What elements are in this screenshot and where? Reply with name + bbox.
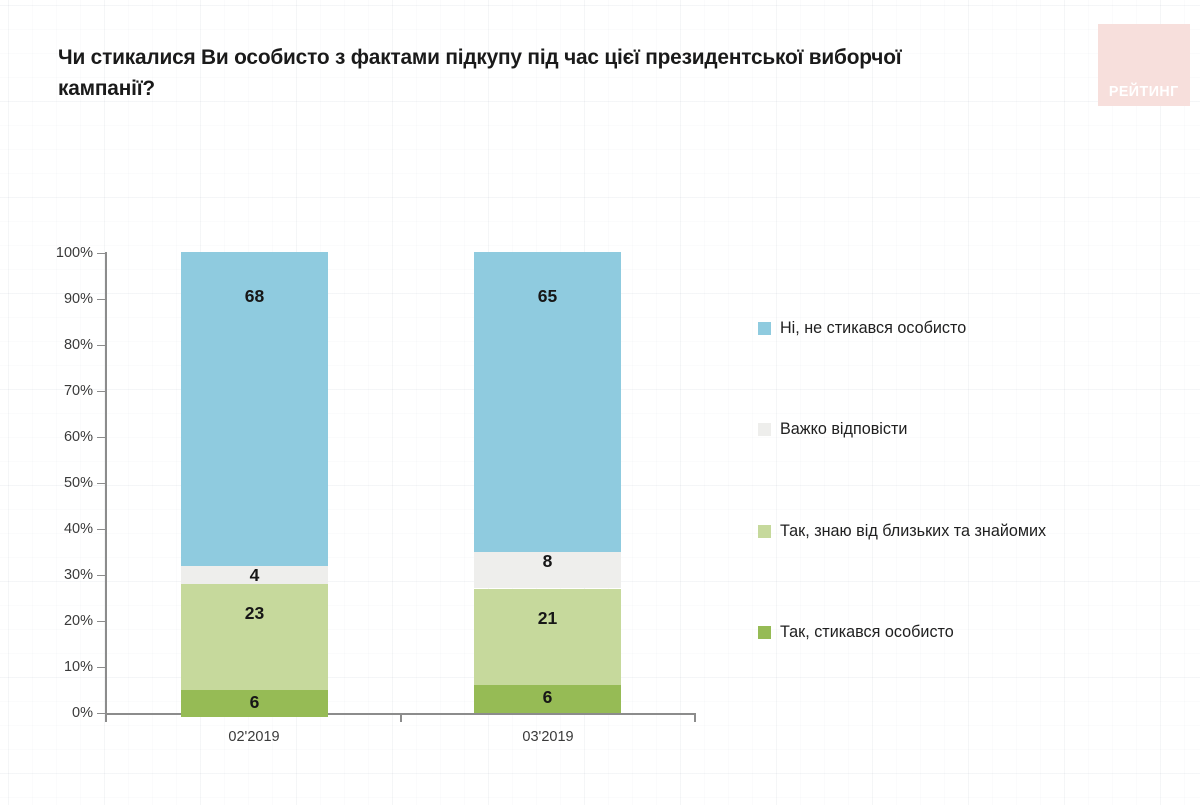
legend-item-label: Важко відповісти bbox=[780, 420, 908, 438]
bar-segment-no-not-personally[interactable]: 68 bbox=[181, 252, 328, 566]
bar-segment-hard-to-answer[interactable]: 8 bbox=[474, 550, 621, 589]
x-axis-tick-start bbox=[105, 713, 107, 722]
x-axis-label-02-2019: 02'2019 bbox=[228, 729, 280, 745]
bar-segment-hard-to-answer[interactable]: 4 bbox=[181, 564, 328, 585]
y-axis-label-30: 30% bbox=[63, 567, 93, 583]
bar-group-02-2019: 68 4 23 6 bbox=[181, 252, 328, 718]
bar-value-label: 6 bbox=[542, 687, 553, 708]
y-axis-label-10: 10% bbox=[63, 659, 93, 675]
y-axis-label-0: 0% bbox=[72, 705, 93, 721]
x-axis-tick-mid bbox=[400, 713, 402, 722]
bar-value-label: 8 bbox=[542, 550, 553, 571]
bar-segment-yes-personally[interactable]: 6 bbox=[181, 689, 328, 718]
y-axis-label-50: 50% bbox=[63, 475, 93, 491]
bar-value-label: 4 bbox=[249, 564, 260, 585]
y-axis-tick bbox=[97, 253, 106, 254]
y-axis-tick bbox=[97, 345, 106, 346]
y-axis-tick bbox=[97, 713, 106, 714]
y-axis-line bbox=[105, 252, 107, 714]
chart-title: Чи стикалися Ви особисто з фактами підку… bbox=[58, 45, 902, 100]
y-axis-label-70: 70% bbox=[63, 383, 93, 399]
y-axis-tick bbox=[97, 391, 106, 392]
legend-item-know-from-relatives[interactable]: Так, знаю від близьких та знайомих bbox=[758, 523, 1052, 540]
y-axis-tick bbox=[97, 483, 106, 484]
y-axis-tick bbox=[97, 667, 106, 668]
y-axis-tick bbox=[97, 529, 106, 530]
bar-value-label: 68 bbox=[244, 286, 265, 306]
legend-item-yes-personally[interactable]: Так, стикався особисто bbox=[758, 624, 957, 641]
bar-segment-know-from-relatives[interactable]: 21 bbox=[474, 588, 621, 686]
legend-swatch-icon bbox=[758, 321, 771, 335]
legend-swatch-icon bbox=[758, 625, 771, 639]
bar-value-label: 23 bbox=[244, 602, 265, 623]
legend-item-hard-to-answer[interactable]: Важко відповісти bbox=[758, 421, 910, 438]
legend-item-label: Так, знаю від близьких та знайомих bbox=[780, 522, 1047, 540]
y-axis-tick bbox=[97, 575, 106, 576]
x-axis-label-03-2019: 03'2019 bbox=[522, 729, 574, 745]
legend-item-label: Так, стикався особисто bbox=[780, 623, 954, 641]
bar-segment-yes-personally[interactable]: 6 bbox=[474, 685, 621, 713]
logo-text: РЕЙТИНГ bbox=[1109, 83, 1179, 100]
y-axis-label-100: 100% bbox=[55, 245, 93, 261]
legend-swatch-icon bbox=[758, 422, 771, 436]
y-axis-label-40: 40% bbox=[63, 521, 93, 537]
legend-swatch-icon bbox=[758, 524, 771, 538]
y-axis-tick bbox=[97, 437, 106, 438]
bar-value-label: 65 bbox=[537, 286, 558, 306]
y-axis-label-90: 90% bbox=[63, 291, 93, 307]
y-axis-label-80: 80% bbox=[63, 337, 93, 353]
x-axis-tick-end bbox=[694, 713, 696, 722]
y-axis-tick bbox=[97, 621, 106, 622]
bar-segment-know-from-relatives[interactable]: 23 bbox=[181, 583, 328, 690]
y-axis-label-20: 20% bbox=[63, 613, 93, 629]
chart-legend: Ні, не стикався особисто Важко відповіст… bbox=[758, 252, 1178, 714]
y-axis-label-60: 60% bbox=[63, 429, 93, 445]
legend-item-label: Ні, не стикався особисто bbox=[780, 319, 967, 337]
bar-value-label: 6 bbox=[249, 691, 260, 712]
y-axis-tick bbox=[97, 299, 106, 300]
rating-logo-watermark: РЕЙТИНГ bbox=[1098, 24, 1190, 106]
legend-item-no-not-personally[interactable]: Ні, не стикався особисто bbox=[758, 320, 970, 337]
bar-value-label: 21 bbox=[537, 607, 558, 628]
bar-segment-no-not-personally[interactable]: 65 bbox=[474, 252, 621, 552]
bar-group-03-2019: 65 8 21 6 bbox=[474, 252, 621, 713]
